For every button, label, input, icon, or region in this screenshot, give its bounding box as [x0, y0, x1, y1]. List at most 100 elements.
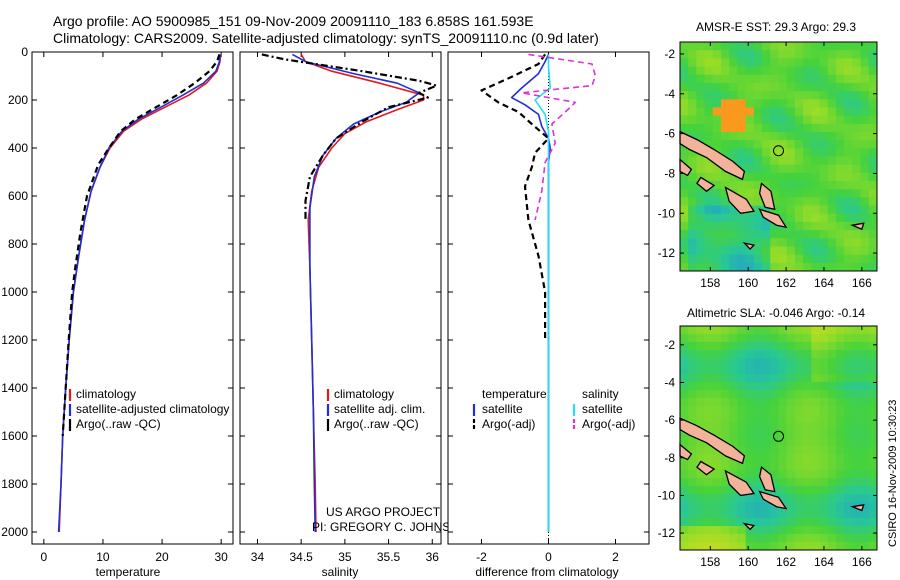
map-cell: [712, 140, 722, 149]
map-cell: [680, 156, 689, 166]
map-cell: [844, 82, 853, 92]
map-cell: [762, 164, 771, 174]
map-cell: [868, 422, 878, 431]
map-cell: [803, 172, 812, 182]
map-cell: [770, 172, 779, 182]
map-cell: [835, 74, 845, 84]
map-cell: [745, 172, 755, 182]
salinity-yticks: [240, 51, 441, 533]
map-cell: [868, 494, 878, 503]
map-cell: [860, 99, 870, 108]
map-cell: [688, 366, 697, 375]
map-cell: [819, 342, 829, 351]
map-cell: [786, 398, 796, 407]
legend-entry: Argo(-adj): [482, 417, 535, 431]
map-cell: [868, 382, 878, 391]
map-cell: [712, 430, 722, 439]
map-cell: [827, 148, 837, 157]
map-cell: [778, 50, 788, 59]
map-cell: [688, 50, 697, 59]
map-cell: [860, 446, 870, 455]
map-cell: [852, 131, 861, 141]
map-cell: [794, 438, 804, 447]
map-y-tick-label: -4: [664, 87, 675, 101]
map-cell: [860, 454, 870, 463]
map-cell: [811, 446, 820, 455]
map-cell: [721, 172, 730, 182]
map-cell: [852, 254, 861, 264]
map-cell: [770, 526, 779, 535]
map-cell: [770, 454, 779, 463]
map-cell: [835, 42, 845, 51]
map-cell: [712, 230, 722, 239]
map-cell: [696, 66, 706, 76]
map-cell: [745, 262, 755, 272]
map-cell: [680, 66, 689, 76]
map-cell: [712, 334, 722, 343]
map-cell: [712, 164, 722, 174]
map-cell: [827, 478, 837, 487]
map-cell: [868, 107, 878, 117]
map-y-tick-label: -12: [658, 526, 676, 540]
map-cell: [835, 518, 845, 527]
map-cell: [852, 82, 861, 92]
map-cell: [819, 494, 829, 503]
map-cell: [721, 510, 730, 519]
map-cell: [827, 494, 837, 503]
map-cell: [688, 189, 697, 198]
map-cell: [737, 107, 747, 117]
map-cell: [778, 494, 788, 503]
map-cell: [721, 140, 730, 149]
map-cell: [696, 326, 706, 335]
map-cell: [704, 454, 714, 463]
map-cell: [762, 438, 771, 447]
map-cell: [794, 510, 804, 519]
map-cell: [803, 238, 812, 247]
map-cell: [729, 246, 738, 256]
map-cell: [688, 382, 697, 391]
map-cell: [803, 123, 812, 133]
map-cell: [729, 230, 738, 239]
map-cell: [803, 542, 812, 551]
map-cell: [729, 374, 738, 383]
map-cell: [827, 131, 837, 141]
map-cell: [860, 115, 870, 125]
credit-line-1: US ARGO PROJECT: [326, 505, 441, 519]
map-cell: [729, 82, 738, 92]
map-cell: [811, 254, 820, 264]
map-cell: [721, 542, 730, 551]
map-cell: [770, 350, 779, 359]
map-cell: [786, 326, 796, 335]
map-cell: [712, 238, 722, 247]
map-cell: [721, 42, 730, 51]
map-cell: [753, 382, 763, 391]
map-cell: [835, 82, 845, 92]
map-cell: [860, 374, 870, 383]
map-cell: [696, 534, 706, 543]
map-cell: [786, 510, 796, 519]
map-cell: [778, 230, 788, 239]
map-cell: [688, 510, 697, 519]
map-cell: [835, 398, 845, 407]
map-cell: [696, 91, 706, 100]
map-cell: [868, 518, 878, 527]
map-cell: [860, 366, 870, 375]
map-cell: [868, 164, 878, 174]
map-cell: [786, 115, 796, 125]
map-cell: [753, 262, 763, 272]
map-cell: [786, 246, 796, 256]
x-tick-label: 0: [545, 550, 552, 564]
map-cell: [745, 534, 755, 543]
map-cell: [860, 205, 870, 215]
map-cell: [688, 446, 697, 455]
map-cell: [696, 107, 706, 117]
map-cell: [680, 189, 689, 198]
map-cell: [729, 262, 738, 272]
map-cell: [712, 470, 722, 479]
map-cell: [737, 398, 747, 407]
map-cell: [712, 534, 722, 543]
map-cell: [721, 262, 730, 272]
map-cell: [680, 518, 689, 527]
map-cell: [860, 510, 870, 519]
